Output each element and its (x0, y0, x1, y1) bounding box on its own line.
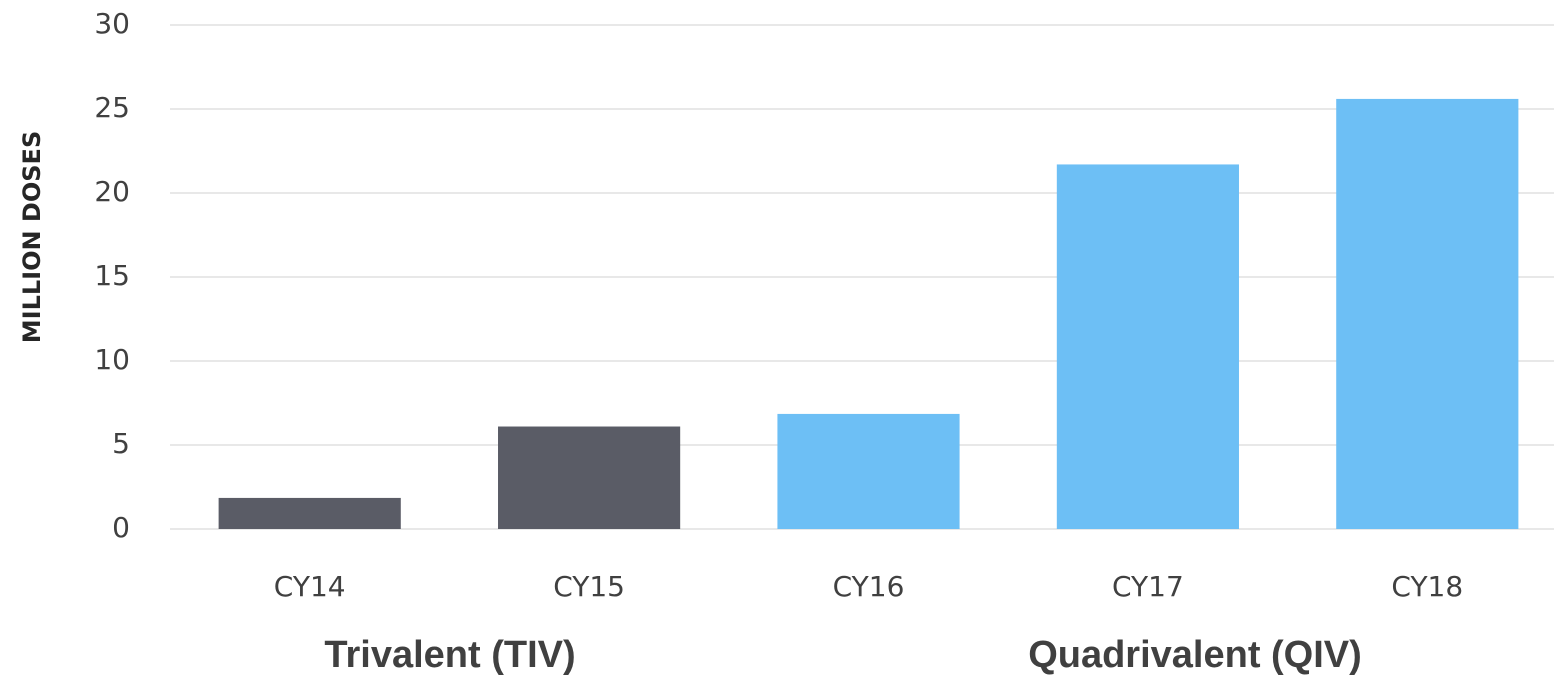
x-tick-label: CY14 (274, 570, 346, 603)
bar (218, 497, 401, 529)
y-tick-label: 0 (112, 511, 130, 544)
y-axis-label: MILLION DOSES (18, 131, 46, 343)
x-tick-label: CY16 (833, 570, 905, 603)
y-tick-label: 30 (94, 7, 130, 40)
y-tick-label: 20 (94, 175, 130, 208)
x-tick-label: CY18 (1391, 570, 1463, 603)
bar (498, 426, 681, 529)
y-tick-label: 25 (94, 91, 130, 124)
bar (1336, 98, 1519, 530)
y-tick-label: 10 (94, 343, 130, 376)
bar (1056, 164, 1239, 529)
group-label: Quadrivalent (QIV) (1028, 634, 1362, 676)
x-tick-label: CY17 (1112, 570, 1184, 603)
x-tick-label: CY15 (553, 570, 625, 603)
group-label: Trivalent (TIV) (324, 634, 575, 676)
y-tick-label: 15 (94, 259, 130, 292)
y-tick-label: 5 (112, 427, 130, 460)
bar (777, 413, 960, 529)
